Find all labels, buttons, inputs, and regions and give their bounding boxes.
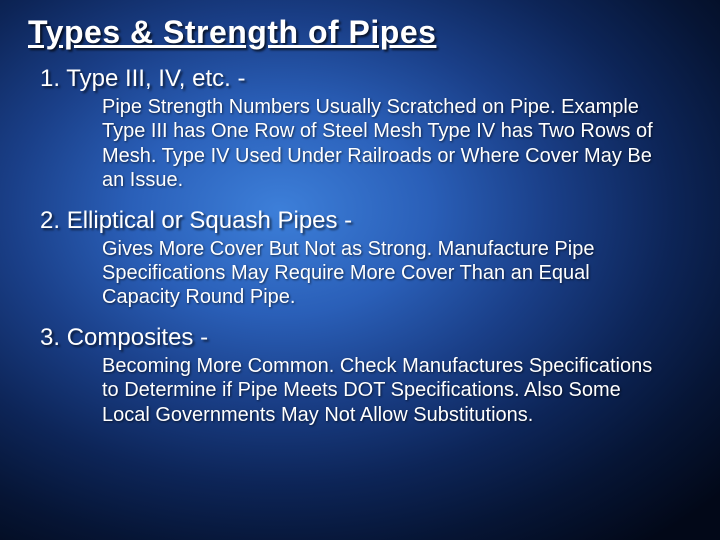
list-item: Elliptical or Squash Pipes - Gives More …: [28, 207, 692, 310]
slide-title: Types & Strength of Pipes: [28, 14, 692, 51]
slide: Types & Strength of Pipes Type III, IV, …: [0, 0, 720, 540]
list-item: Composites - Becoming More Common. Check…: [28, 324, 692, 427]
list-item: Type III, IV, etc. - Pipe Strength Numbe…: [28, 65, 692, 193]
item-body: Becoming More Common. Check Manufactures…: [28, 354, 692, 427]
item-heading: Elliptical or Squash Pipes -: [28, 207, 692, 235]
item-heading: Composites -: [28, 324, 692, 352]
item-body: Pipe Strength Numbers Usually Scratched …: [28, 95, 692, 193]
item-body: Gives More Cover But Not as Strong. Manu…: [28, 237, 692, 310]
item-heading: Type III, IV, etc. -: [28, 65, 692, 93]
bullet-list: Type III, IV, etc. - Pipe Strength Numbe…: [28, 65, 692, 427]
